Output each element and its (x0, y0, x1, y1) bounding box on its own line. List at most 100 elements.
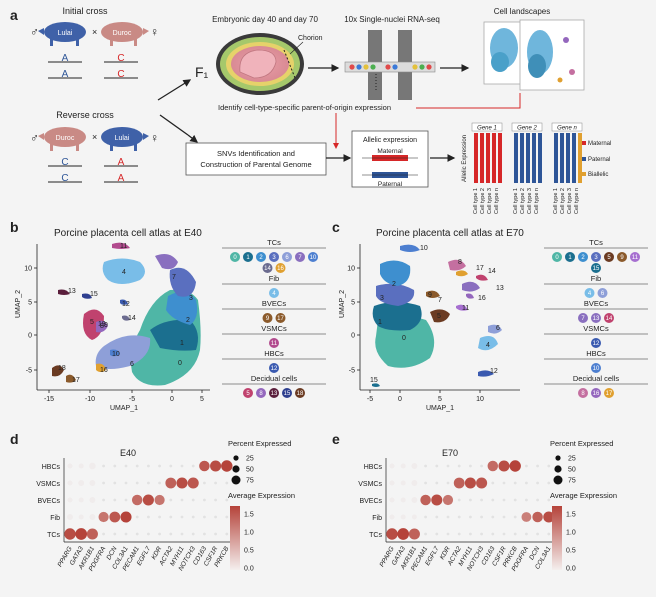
dotplot-e40-dot-0-12 (199, 460, 210, 472)
dotplot-e70-dot-4-5 (446, 532, 450, 536)
dotplot-e70-dot-2-5 (442, 494, 454, 506)
umap-e70-ytick-1: 5 (351, 300, 355, 307)
dotplot-e70-dot-3-12 (521, 512, 532, 522)
umap-e40-legend-dot-0 (230, 252, 240, 262)
umap-e70-cluster-label-14: 14 (488, 268, 496, 275)
umap-e70-legend-group-2: BVECs (584, 299, 608, 308)
dotplot-e40-dot-0-9 (169, 464, 173, 468)
umap-e70-xtick-1: 0 (398, 396, 402, 403)
umap-e70-cluster-6 (488, 324, 502, 334)
umap-e40-plot (36, 242, 210, 391)
umap-e70-legend-dot-label-0: 0 (555, 255, 559, 261)
gene-bar-2-1 (560, 133, 564, 183)
dotplot-e40-legend-avg-colorbar (230, 506, 240, 570)
gene-1-celltype-2: Cell type 3 (527, 188, 533, 214)
umap-e40-ytick-0: 10 (24, 266, 32, 273)
allele-a-3: A (118, 157, 125, 168)
gene-0-celltype-2: Cell type 3 (487, 188, 493, 214)
allele-c-2: C (117, 69, 124, 80)
panel-d-label: d (10, 431, 19, 447)
gene-2-celltype-0: Cell type 1 (553, 188, 559, 214)
umap-e70-cluster-label-10: 10 (420, 245, 428, 252)
umap-e70-cluster-1 (372, 302, 422, 331)
umap-e40-cluster-label-16: 16 (100, 367, 108, 374)
microfluidic-chip-icon (344, 30, 436, 100)
pig-duroc-icon (101, 22, 149, 46)
dotplot-e40-row-label-2: BVECs (37, 498, 60, 505)
umap-e70-cluster-14 (476, 274, 488, 281)
umap-e70-cluster-label-0: 0 (402, 335, 406, 342)
dotplot-e40-dot-0-3 (102, 464, 105, 468)
umap-e40-legend-dot-13 (269, 388, 279, 398)
dotplot-e40-dot-1-5 (124, 481, 128, 485)
dotplot-e40-dot-4-1 (75, 528, 88, 540)
dotplot-e70-dot-1-1 (400, 480, 406, 486)
umap-e70-legend-dot-8 (578, 388, 588, 398)
dotplot-e70-dot-4-6 (457, 532, 461, 536)
gene-title-box-2 (551, 122, 583, 132)
dotplot-e70-dot-0-5 (446, 464, 450, 468)
umap-e40-xtick-4: 5 (200, 396, 204, 403)
dotplot-e40-dot-0-10 (180, 464, 184, 468)
umap-e40-cluster-1 (150, 319, 198, 351)
umap-e70-cluster-5 (430, 309, 450, 323)
umap-e40-cluster-label-13: 13 (68, 288, 76, 295)
umap-e70-legend-dot-12 (591, 338, 601, 348)
umap-e70-cluster-label-7: 7 (438, 297, 442, 304)
dotplot-e40-dot-4-11 (191, 532, 195, 536)
gene-bar-1-3 (532, 133, 536, 183)
umap-e70-legend-dot-14 (604, 313, 614, 323)
dotplot-e40-dot-0-14 (221, 460, 233, 472)
dotplot-e40-row-label-0: HBCs (42, 464, 61, 471)
umap-e70-legend-dot-label-10: 10 (593, 366, 600, 372)
dotplot-e40-dot-3-14 (225, 515, 229, 519)
umap-e70-legend-dot-6 (597, 288, 608, 298)
umap-e70-legend-dot-1 (565, 252, 575, 262)
dotplot-e70-dot-4-3 (424, 532, 427, 536)
dotplot-e40-dot-2-1 (78, 497, 84, 503)
cross-symbol: × (92, 27, 97, 37)
umap-e40-legend-group-5: Decidual cells (251, 374, 298, 383)
umap-e70-legend-dot-label-6: 6 (601, 291, 605, 297)
dotplot-e40-dot-1-14 (225, 481, 229, 485)
pig-lulai-icon (38, 22, 86, 46)
umap-e40-cluster-4 (102, 258, 145, 284)
dotplot-e70-dot-4-4 (435, 532, 439, 536)
dotplot-e40-dot-0-8 (158, 464, 162, 468)
umap-e70-xtick-2: 5 (438, 396, 442, 403)
umap-e40-legend-dot-label-7: 7 (298, 255, 302, 261)
dotplot-e40-dot-1-4 (113, 481, 117, 485)
umap-e70-legend-group-0: TCs (589, 238, 603, 247)
umap-e40-ytick-1: 5 (28, 300, 32, 307)
dotplot-e40-dot-4-14 (225, 532, 229, 536)
dotplot-e70-dot-0-0 (389, 463, 395, 469)
dotplot-e70-dot-3-1 (400, 514, 406, 520)
dotplot-e40-dot-2-5 (124, 498, 128, 502)
reverse-cross-title: Reverse cross (56, 110, 114, 120)
gene-title-box-0 (471, 122, 503, 132)
dotplot-e70-dot-3-0 (389, 514, 395, 520)
dotplot-e70-dot-3-11 (513, 515, 517, 519)
allelic-legend (582, 141, 586, 176)
umap-e70-ytick-3: -5 (349, 368, 355, 375)
dotplot-e40-dot-1-11 (187, 477, 199, 489)
umap-e40-cluster-10 (110, 349, 120, 357)
dotplot-e40-dot-1-2 (89, 480, 96, 486)
umap-e70-cluster-8 (448, 259, 466, 271)
dotplot-e40-dot-4-3 (102, 532, 105, 536)
dotplot-e40-dot-3-10 (180, 515, 184, 519)
dotplot-e40-dot-2-7 (142, 494, 154, 506)
umap-e70-legend-dot-0 (552, 252, 562, 262)
umap-e70-cluster-label-12: 12 (490, 368, 498, 375)
dotplot-e70-dot-4-0 (386, 528, 398, 540)
umap-e70-xtick-0: -5 (367, 396, 373, 403)
dotplot-e40-dot-4-10 (180, 532, 184, 536)
dotplot-e70-dot-3-5 (446, 515, 450, 519)
umap-e70-cluster-label-11: 11 (462, 305, 469, 312)
dotplot-e70-dot-0-2 (411, 463, 418, 469)
umap-e70-legend-dot-2 (578, 252, 588, 262)
umap-e40-legend-dot-8 (256, 388, 266, 398)
dotplot-e70-legend-pct-dot-2 (553, 475, 563, 485)
panel-c-ylabel: UMAP_2 (339, 290, 346, 318)
dotplot-e70-dot-2-12 (525, 498, 528, 502)
